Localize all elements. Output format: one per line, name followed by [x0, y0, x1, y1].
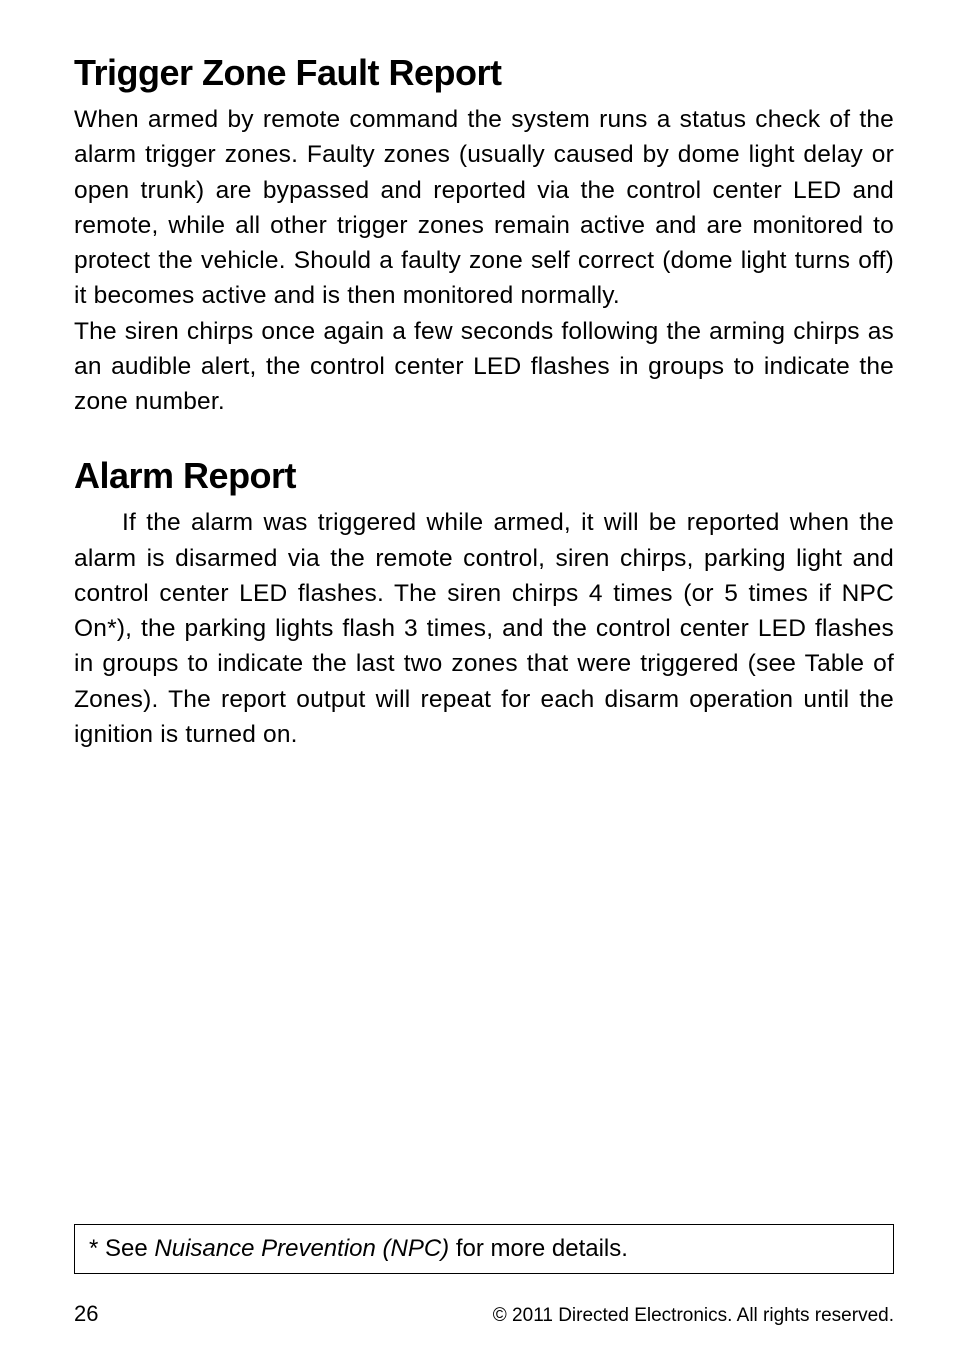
heading-trigger-zone: Trigger Zone Fault Report [74, 52, 894, 94]
body-paragraph: When armed by remote command the system … [74, 102, 894, 314]
copyright-text: © 2011 Directed Electronics. All rights … [493, 1305, 894, 1327]
heading-alarm-report: Alarm Report [74, 455, 894, 497]
footnote-prefix: * See [89, 1235, 154, 1262]
footnote-box: * See Nuisance Prevention (NPC) for more… [74, 1224, 894, 1274]
section-alarm-report: Alarm Report If the alarm was triggered … [74, 455, 894, 752]
footnote-suffix: for more details. [449, 1235, 628, 1262]
body-paragraph: The siren chirps once again a few second… [74, 314, 894, 420]
footnote-reference: Nuisance Prevention (NPC) [154, 1235, 449, 1262]
section-trigger-zone: Trigger Zone Fault Report When armed by … [74, 52, 894, 419]
page-number: 26 [74, 1301, 98, 1327]
body-paragraph: If the alarm was triggered while armed, … [74, 505, 894, 752]
page-footer: 26 © 2011 Directed Electronics. All righ… [74, 1301, 894, 1327]
